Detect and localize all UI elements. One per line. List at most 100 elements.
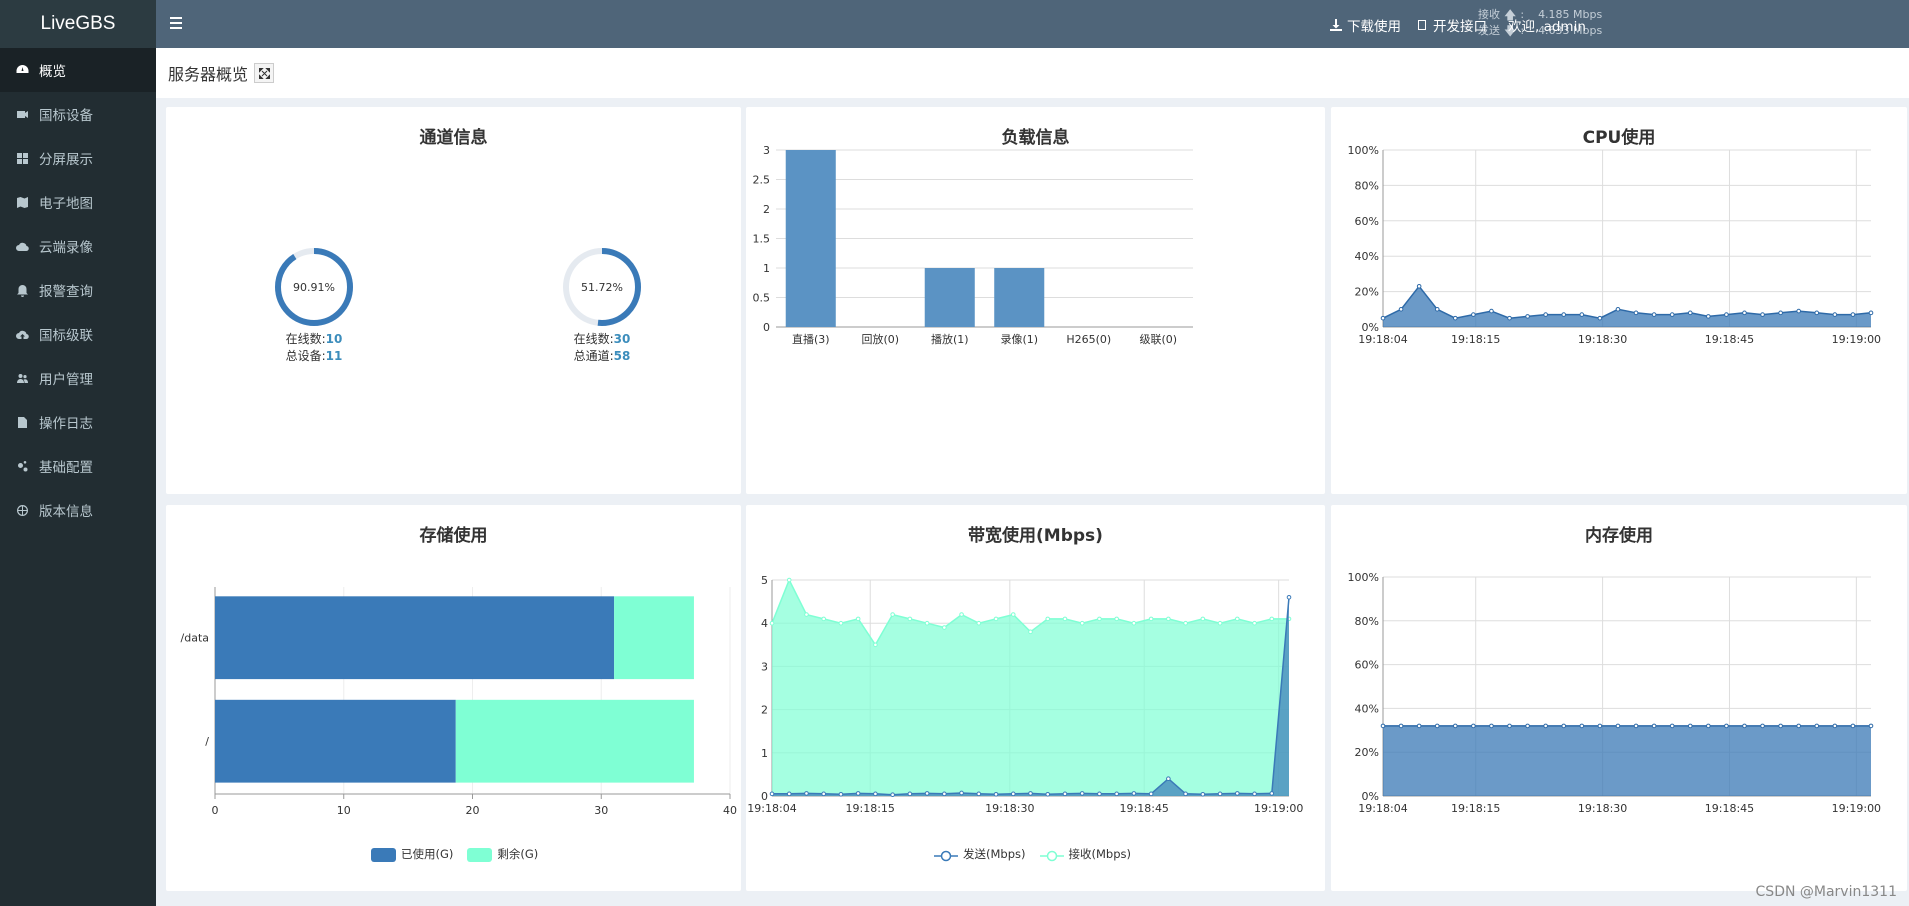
page-title: 服务器概览: [168, 65, 249, 84]
sidebar-item-label: 分屏展示: [39, 152, 93, 168]
arrow-up-icon: 🡅: [1504, 8, 1517, 22]
point: [1097, 791, 1102, 797]
point: [1452, 315, 1458, 321]
point: [1597, 315, 1603, 321]
legend-item[interactable]: 发送(Mbps): [934, 846, 1026, 862]
menu-toggle-icon[interactable]: [170, 14, 188, 32]
y-tick-label: 0%: [1362, 790, 1379, 803]
sidebar-item-0[interactable]: 概览: [0, 48, 156, 92]
y-tick-label: 20%: [1355, 746, 1379, 759]
channel-info-panel: 通道信息 90.91% 在线数:10 总设备:11 51.72% 在线数:30 …: [166, 107, 741, 494]
sidebar-item-7[interactable]: 用户管理: [0, 356, 156, 400]
y-tick-label: /data: [181, 632, 209, 645]
point: [1166, 616, 1171, 622]
point: [1114, 791, 1119, 797]
bandwidth-legend: 发送(Mbps) 接收(Mbps): [934, 846, 1131, 862]
grid-icon: [14, 150, 30, 166]
x-tick-label: 19:18:15: [1451, 333, 1500, 346]
sidebar-item-label: 操作日志: [39, 416, 93, 432]
point: [1380, 723, 1386, 729]
point: [907, 616, 913, 622]
point: [907, 791, 913, 797]
sidebar-item-3[interactable]: 电子地图: [0, 180, 156, 224]
sidebar-item-2[interactable]: 分屏展示: [0, 136, 156, 180]
point: [1028, 791, 1033, 796]
legend-label: 已使用(G): [401, 847, 454, 861]
x-tick-label: 19:18:04: [747, 802, 796, 815]
panel-title-storage: 存储使用: [419, 526, 488, 546]
point: [1543, 723, 1548, 729]
cpu-usage-panel: CPU使用 0% 20% 40% 60% 80% 100% 19:18:04 19:18:15…: [1331, 107, 1907, 494]
sidebar-item-4[interactable]: 云端录像: [0, 224, 156, 268]
point: [1561, 723, 1567, 729]
point: [1724, 723, 1729, 729]
legend-swatch: [371, 847, 396, 862]
x-tick-label: 19:18:15: [846, 802, 895, 815]
sidebar-item-1[interactable]: 国标设备: [0, 92, 156, 136]
point: [1507, 315, 1512, 321]
device-gauge-ring: 90.91%: [275, 248, 353, 326]
x-tick-label: 0: [212, 804, 219, 817]
channel-gauge: 51.72% 在线数:30 总通道:58: [552, 247, 652, 364]
y-tick-label: 40%: [1355, 250, 1379, 263]
legend-swatch: [1039, 850, 1064, 861]
x-tick-label: 级联(0): [1139, 333, 1177, 346]
point: [1217, 620, 1223, 626]
panel-title-channel: 通道信息: [419, 128, 488, 148]
panel-title-cpu: CPU使用: [1582, 128, 1656, 148]
api-link[interactable]: 开发接口: [1416, 15, 1487, 35]
point: [1416, 723, 1422, 729]
panel-title-bandwidth: 带宽使用(Mbps): [968, 526, 1103, 546]
watermark: CSDN @Marvin1311: [1755, 884, 1897, 900]
cpu-area-chart: 0% 20% 40% 60% 80% 100% 19:18:04 19:18:15 19:18:…: [1348, 144, 1882, 346]
point: [959, 612, 964, 617]
y-tick-label: 2: [763, 203, 770, 216]
point: [942, 625, 947, 630]
download-link[interactable]: 下载使用: [1330, 15, 1401, 35]
app-logo[interactable]: LiveGBS: [0, 0, 156, 48]
sidebar-menu: 概览 国标设备分屏展示电子地图 云端录像 报警查询 国标级联 用户管理操作日志基础配置 版本…: [0, 48, 156, 532]
y-tick-label: 40%: [1355, 702, 1379, 715]
y-tick-label: /: [205, 735, 209, 748]
point: [1286, 594, 1292, 600]
user-menu[interactable]: 欢迎, admin: [1508, 15, 1586, 35]
point: [1814, 723, 1820, 729]
sidebar-item-10[interactable]: 版本信息: [0, 488, 156, 532]
bar-/data-剩余(G): [614, 596, 694, 680]
x-tick-label: 19:18:04: [1358, 333, 1407, 346]
legend-item[interactable]: 剩余(G): [467, 846, 538, 862]
bell-icon: [14, 282, 30, 298]
fullscreen-button[interactable]: [254, 63, 275, 83]
total-device-count: 11: [325, 349, 343, 363]
device-total: 总设备:11: [285, 349, 343, 363]
storage-bar-chart: 0 10 20 30 40/data /: [181, 587, 737, 817]
panel-title-load: 负载信息: [1001, 128, 1070, 148]
panel-title-memory: 内存使用: [1585, 526, 1653, 546]
dashboard-icon: [14, 62, 30, 78]
globe-icon: [14, 502, 30, 518]
download-icon: [1330, 19, 1342, 31]
memory-usage-panel: 内存使用 0% 20% 40% 60% 80% 100% 19:18:04 19:18:15 1…: [1331, 505, 1907, 891]
legend-item[interactable]: 已使用(G): [371, 846, 453, 862]
x-tick-label: 录像(1): [1000, 333, 1038, 346]
point: [1669, 723, 1675, 729]
y-tick-label: 5: [761, 574, 768, 587]
legend-item[interactable]: 接收(Mbps): [1039, 846, 1131, 862]
storage-usage-panel: 存储使用 0 10 20 30 40/data / 已使用(G) 剩余(G): [166, 505, 741, 891]
sidebar-item-6[interactable]: 国标级联: [0, 312, 156, 356]
sidebar-item-8[interactable]: 操作日志: [0, 400, 156, 444]
point: [804, 791, 809, 796]
sidebar-item-9[interactable]: 基础配置: [0, 444, 156, 488]
device-online: 在线数:10: [285, 332, 343, 346]
point: [1832, 723, 1838, 729]
sidebar-item-5[interactable]: 报警查询: [0, 268, 156, 312]
x-tick-label: 10: [337, 804, 351, 817]
point: [1543, 312, 1548, 317]
point: [1651, 312, 1657, 317]
point: [1868, 310, 1874, 316]
point: [1235, 791, 1240, 796]
point: [1489, 308, 1494, 314]
x-tick-label: 19:18:30: [985, 802, 1034, 815]
y-tick-label: 100%: [1348, 571, 1379, 584]
point: [993, 791, 999, 797]
